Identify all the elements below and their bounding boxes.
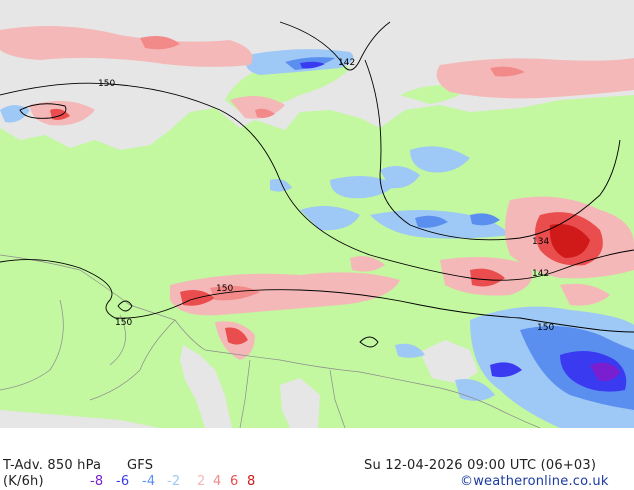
scale-label-p8: 8 bbox=[247, 474, 256, 489]
scale-label-p6: 6 bbox=[230, 474, 239, 489]
isoline-label-150-west: 150 bbox=[98, 79, 115, 89]
contour-labels: 142 150 134 142 150 150 150 bbox=[98, 58, 554, 333]
isoline-label-134: 134 bbox=[532, 237, 549, 247]
map-legend bbox=[0, 428, 634, 490]
isoline-label-150-southwest: 150 bbox=[115, 318, 132, 328]
isoline-label-150-southeast: 150 bbox=[537, 323, 554, 333]
temperature-advection-map[interactable]: 142 150 134 142 150 150 150 bbox=[0, 0, 634, 429]
isoline-label-142-north: 142 bbox=[338, 58, 355, 68]
legend-title: T-Adv. 850 hPa bbox=[3, 458, 102, 473]
scale-label-m6: -6 bbox=[116, 474, 130, 489]
scale-label-p4: 4 bbox=[213, 474, 222, 489]
scale-label-m8: -8 bbox=[90, 474, 104, 489]
legend-credit[interactable]: ©weatheronline.co.uk bbox=[460, 474, 609, 489]
isoline-label-142-east: 142 bbox=[532, 269, 549, 279]
warm-advection-areas bbox=[0, 26, 634, 360]
scale-label-m4: -4 bbox=[142, 474, 156, 489]
legend-datetime: Su 12-04-2026 09:00 UTC (06+03) bbox=[364, 458, 597, 473]
scale-label-p2: 2 bbox=[197, 474, 206, 489]
legend-model: GFS bbox=[127, 458, 154, 473]
legend-units: (K/6h) bbox=[3, 474, 44, 489]
country-borders bbox=[0, 254, 541, 429]
geopotential-contours bbox=[0, 21, 634, 348]
cold-advection-areas bbox=[0, 49, 634, 428]
isoline-label-150-central: 150 bbox=[216, 284, 233, 294]
map-canvas: 142 150 134 142 150 150 150 bbox=[0, 0, 634, 429]
scale-label-m2: -2 bbox=[167, 474, 181, 489]
